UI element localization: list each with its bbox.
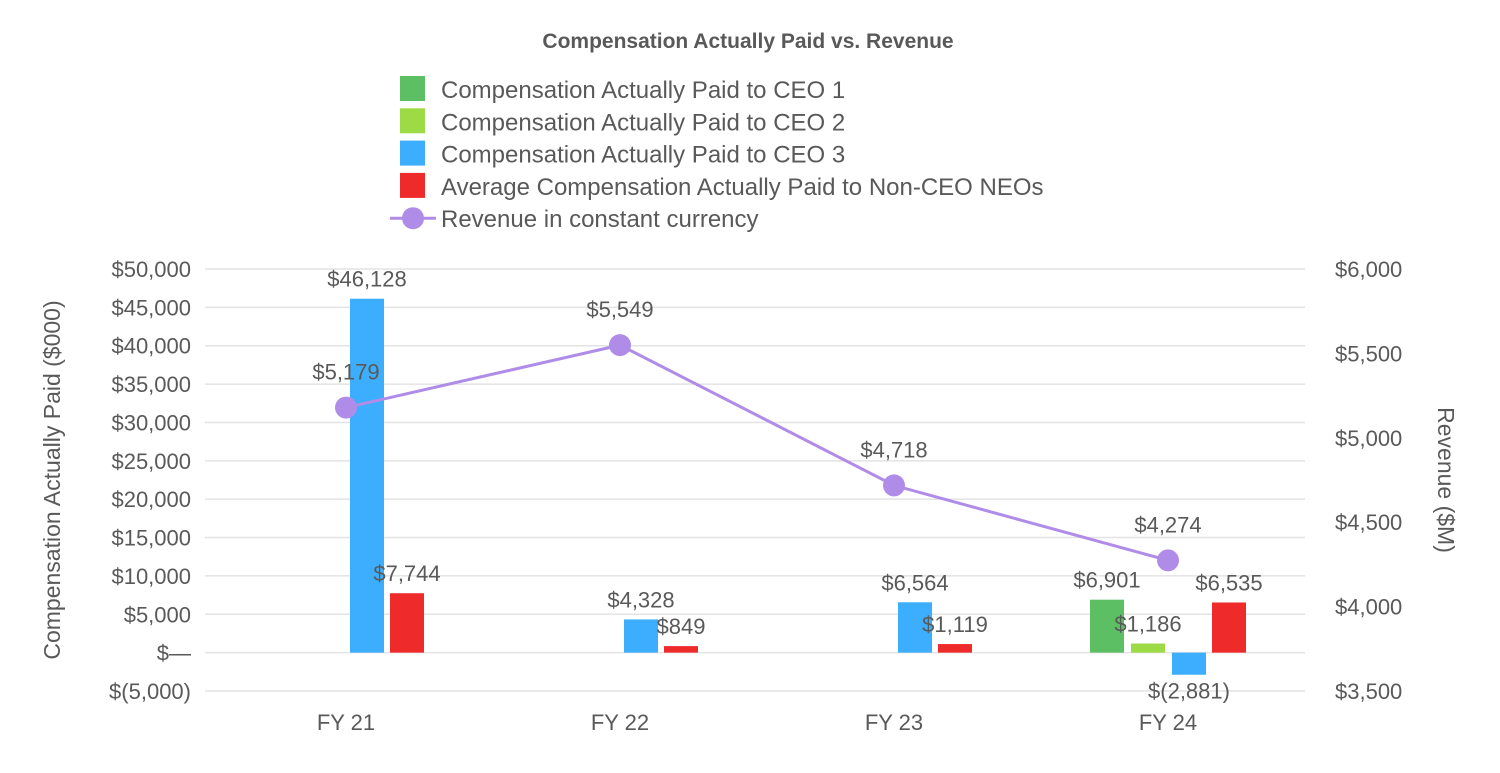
left-tick-label: $5,000 — [124, 602, 191, 627]
legend-swatch — [400, 172, 425, 198]
revenue-point — [335, 396, 357, 419]
revenue-line-path — [345, 343, 1169, 562]
legend: Compensation Actually Paid to CEO 1 Compe… — [390, 76, 1044, 233]
left-tick-label: $(5,000) — [109, 679, 191, 704]
bar-data-label: $1,186 — [1114, 612, 1181, 637]
legend-label: Revenue in constant currency — [441, 206, 759, 233]
bar — [664, 646, 698, 653]
bar — [1090, 599, 1124, 653]
x-tick-label: FY 24 — [1139, 710, 1197, 735]
bar-data-label: $6,564 — [881, 570, 948, 595]
revenue-data-label: $5,179 — [312, 360, 379, 385]
legend-label: Compensation Actually Paid to CEO 3 — [441, 142, 845, 169]
x-tick-label: FY 21 — [317, 710, 375, 735]
left-tick-label: $50,000 — [111, 257, 191, 282]
revenue-point — [883, 474, 905, 497]
left-tick-label: $35,000 — [111, 372, 191, 397]
left-tick-label: $15,000 — [111, 526, 191, 551]
gridlines — [205, 268, 1305, 692]
bar-data-label: $1,119 — [922, 612, 988, 637]
revenue-data-label: $4,274 — [1134, 512, 1201, 537]
bar — [350, 298, 384, 653]
right-tick-label: $5,500 — [1335, 341, 1402, 366]
revenue-data-label: $4,718 — [860, 437, 927, 462]
legend-swatch — [400, 108, 425, 134]
bar — [1172, 652, 1206, 675]
bar — [898, 602, 932, 653]
left-axis-title: Compensation Actually Paid ($000) — [39, 300, 65, 659]
x-axis-ticks: FY 21 FY 22 FY 23 FY 24 — [317, 710, 1197, 735]
right-axis-title: Revenue ($M) — [1433, 407, 1459, 553]
revenue-point — [1157, 549, 1179, 572]
bar-data-label: $849 — [657, 614, 706, 639]
left-tick-label: $20,000 — [111, 487, 191, 512]
left-tick-label: $10,000 — [111, 564, 191, 589]
bars: $6,901 $1,186 $46,128 $4,328 $6,564 $(2,881) $… — [327, 267, 1262, 704]
left-axis-ticks: $(5,000) $— $5,000 $10,000 $15,000 $20,000 $25… — [109, 257, 191, 704]
bar-data-label: $6,535 — [1195, 570, 1262, 595]
right-tick-label: $6,000 — [1335, 257, 1402, 282]
bar — [1131, 643, 1165, 653]
left-tick-label: $40,000 — [111, 334, 191, 359]
bar-data-label: $4,328 — [607, 587, 674, 612]
legend-label: Compensation Actually Paid to CEO 2 — [441, 109, 845, 136]
right-tick-label: $5,000 — [1335, 426, 1402, 451]
revenue-point — [609, 334, 631, 357]
bar-data-label: $6,901 — [1073, 568, 1140, 593]
legend-label: Average Compensation Actually Paid to No… — [441, 174, 1044, 201]
bar — [938, 644, 972, 653]
revenue-data-label: $5,549 — [586, 297, 653, 322]
x-tick-label: FY 23 — [865, 710, 923, 735]
right-axis-ticks: $3,500 $4,000 $4,500 $5,000 $5,500 $6,000 — [1335, 257, 1402, 704]
bar-data-label: $(2,881) — [1148, 679, 1230, 704]
x-tick-label: FY 22 — [591, 710, 649, 735]
legend-marker — [402, 207, 424, 230]
left-tick-label: $— — [157, 641, 191, 666]
right-tick-label: $3,500 — [1335, 679, 1402, 704]
bar — [1212, 602, 1246, 653]
right-tick-label: $4,000 — [1335, 595, 1402, 620]
revenue-line: $5,179 $5,549 $4,718 $4,274 — [312, 297, 1202, 572]
left-tick-label: $25,000 — [111, 449, 191, 474]
legend-label: Compensation Actually Paid to CEO 1 — [441, 77, 845, 104]
left-tick-label: $45,000 — [111, 295, 191, 320]
bar — [390, 593, 424, 653]
legend-swatch — [400, 140, 425, 166]
right-tick-label: $4,500 — [1335, 510, 1402, 535]
legend-swatch — [400, 76, 425, 101]
chart-title: Compensation Actually Paid vs. Revenue — [542, 30, 953, 53]
bar-data-label: $7,744 — [373, 561, 440, 586]
bar — [624, 619, 658, 653]
left-tick-label: $30,000 — [111, 410, 191, 435]
bar-data-label: $46,128 — [327, 267, 407, 292]
